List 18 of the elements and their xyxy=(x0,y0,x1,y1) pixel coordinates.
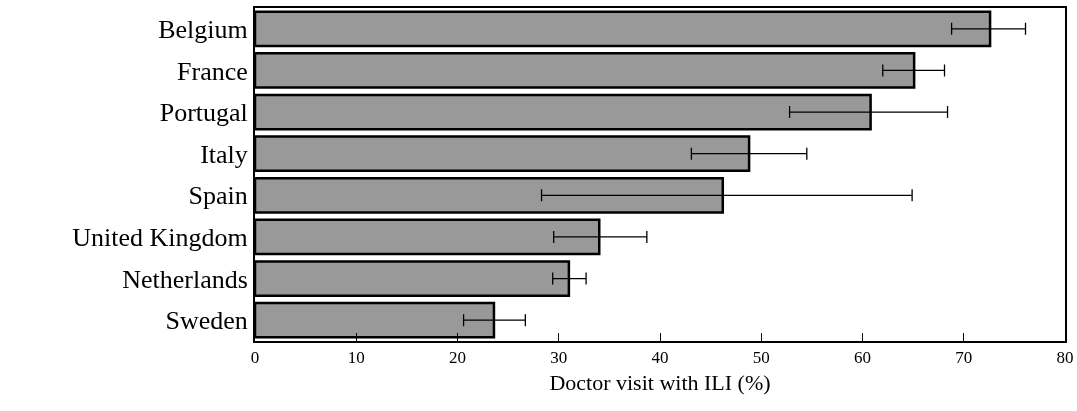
x-tick-label: 20 xyxy=(449,348,466,368)
y-tick-label: United Kingdom xyxy=(72,223,248,253)
x-tick-label: 0 xyxy=(250,348,260,368)
y-tick-label: France xyxy=(177,56,248,86)
x-tick-label: 10 xyxy=(347,348,365,368)
y-tick-label: Netherlands xyxy=(122,264,248,294)
x-axis-title: Doctor visit with ILI (%) xyxy=(549,369,771,395)
x-tick-label: 80 xyxy=(1056,348,1074,368)
x-tick-label: 60 xyxy=(854,348,871,368)
x-tick-label: 40 xyxy=(651,348,669,368)
y-tick-label: Portugal xyxy=(159,98,248,128)
y-tick-label: Sweden xyxy=(165,306,248,336)
y-tick-label: Italy xyxy=(200,139,248,169)
x-tick-label: 70 xyxy=(955,348,973,368)
x-tick-label: 50 xyxy=(752,348,770,368)
y-tick-label: Belgium xyxy=(158,14,248,44)
x-tick-label: 30 xyxy=(550,348,568,368)
y-tick-label: Spain xyxy=(188,181,248,211)
